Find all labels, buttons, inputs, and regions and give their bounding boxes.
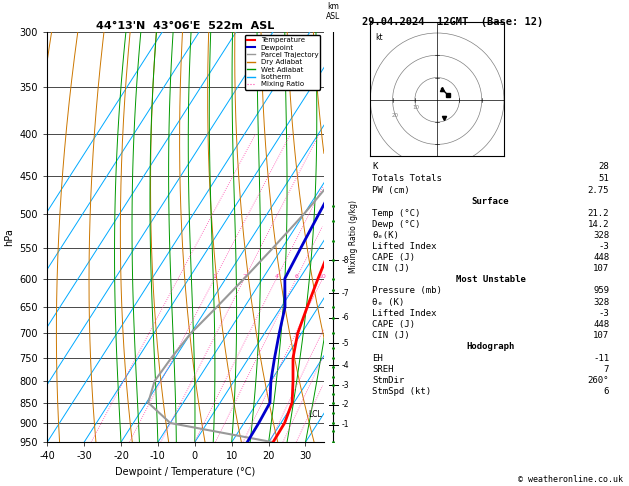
Text: -3: -3 <box>342 381 349 390</box>
Text: -3: -3 <box>599 242 610 251</box>
Text: Mixing Ratio (g/kg): Mixing Ratio (g/kg) <box>349 200 359 274</box>
Y-axis label: hPa: hPa <box>4 228 14 246</box>
Text: 959: 959 <box>593 286 610 295</box>
Text: -3: -3 <box>599 309 610 318</box>
Text: CIN (J): CIN (J) <box>372 331 409 340</box>
Text: 448: 448 <box>593 320 610 329</box>
Text: 10: 10 <box>319 274 326 278</box>
Text: 107: 107 <box>593 264 610 273</box>
Text: θₑ(K): θₑ(K) <box>372 231 399 240</box>
Text: 328: 328 <box>593 231 610 240</box>
Text: 14.2: 14.2 <box>587 220 610 228</box>
Text: -6: -6 <box>342 313 349 322</box>
Text: 2: 2 <box>242 274 247 278</box>
Text: 6: 6 <box>604 387 610 397</box>
Text: Pressure (mb): Pressure (mb) <box>372 286 442 295</box>
Text: Surface: Surface <box>472 197 509 207</box>
Text: © weatheronline.co.uk: © weatheronline.co.uk <box>518 474 623 484</box>
Text: 21.2: 21.2 <box>587 208 610 218</box>
Text: 107: 107 <box>593 331 610 340</box>
Text: -11: -11 <box>593 354 610 363</box>
Text: Totals Totals: Totals Totals <box>372 174 442 183</box>
Text: CIN (J): CIN (J) <box>372 264 409 273</box>
Text: -7: -7 <box>342 289 349 297</box>
Text: Lifted Index: Lifted Index <box>372 242 437 251</box>
Text: Dewp (°C): Dewp (°C) <box>372 220 420 228</box>
Text: 328: 328 <box>593 297 610 307</box>
Text: CAPE (J): CAPE (J) <box>372 253 415 262</box>
Text: Hodograph: Hodograph <box>467 342 515 351</box>
Text: StmSpd (kt): StmSpd (kt) <box>372 387 431 397</box>
Text: -5: -5 <box>342 339 349 348</box>
Text: Temp (°C): Temp (°C) <box>372 208 420 218</box>
Text: K: K <box>372 162 377 171</box>
Text: -1: -1 <box>342 420 348 430</box>
Text: Most Unstable: Most Unstable <box>455 275 526 284</box>
Text: 10: 10 <box>413 105 420 110</box>
Text: LCL: LCL <box>308 411 322 419</box>
Text: 448: 448 <box>593 253 610 262</box>
Text: -4: -4 <box>342 361 349 369</box>
Text: Lifted Index: Lifted Index <box>372 309 437 318</box>
Legend: Temperature, Dewpoint, Parcel Trajectory, Dry Adiabat, Wet Adiabat, Isotherm, Mi: Temperature, Dewpoint, Parcel Trajectory… <box>245 35 320 89</box>
Text: km
ASL: km ASL <box>326 1 340 21</box>
Text: StmDir: StmDir <box>372 376 404 385</box>
Text: 7: 7 <box>604 365 610 374</box>
Text: 29.04.2024  12GMT  (Base: 12): 29.04.2024 12GMT (Base: 12) <box>362 17 543 27</box>
Text: 1: 1 <box>213 274 216 278</box>
Text: 28: 28 <box>599 162 610 171</box>
X-axis label: Dewpoint / Temperature (°C): Dewpoint / Temperature (°C) <box>116 467 255 477</box>
Text: -2: -2 <box>342 400 348 409</box>
Text: 260°: 260° <box>587 376 610 385</box>
Title: 44°13'N  43°06'E  522m  ASL: 44°13'N 43°06'E 522m ASL <box>96 21 275 31</box>
Text: 20: 20 <box>392 113 399 118</box>
Text: SREH: SREH <box>372 365 394 374</box>
Text: 6: 6 <box>294 274 298 278</box>
Text: PW (cm): PW (cm) <box>372 186 409 195</box>
Text: EH: EH <box>372 354 382 363</box>
Text: 51: 51 <box>599 174 610 183</box>
Text: kt: kt <box>375 33 382 42</box>
Text: -8: -8 <box>342 256 348 265</box>
Text: 2.75: 2.75 <box>587 186 610 195</box>
Text: CAPE (J): CAPE (J) <box>372 320 415 329</box>
Text: θₑ (K): θₑ (K) <box>372 297 404 307</box>
Text: 4: 4 <box>274 274 279 278</box>
